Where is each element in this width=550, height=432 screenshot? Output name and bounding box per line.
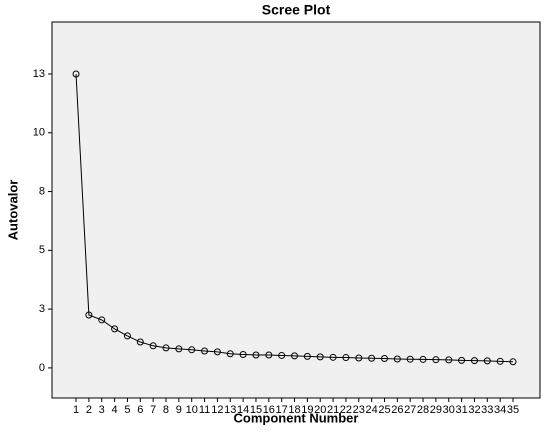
plot-area <box>51 21 541 399</box>
x-tick-label: 18 <box>288 404 300 416</box>
x-tick-label: 29 <box>430 404 442 416</box>
data-point <box>239 350 247 358</box>
x-tick-label: 31 <box>455 404 467 416</box>
x-tick-label: 19 <box>301 404 313 416</box>
x-tick-label: 15 <box>250 404 262 416</box>
data-point <box>393 355 401 363</box>
chart-title: Scree Plot <box>262 2 331 18</box>
data-point <box>265 351 273 359</box>
x-tick-label: 27 <box>404 404 416 416</box>
x-tick-label: 12 <box>211 404 223 416</box>
x-tick-label: 33 <box>481 404 493 416</box>
data-point <box>188 346 196 354</box>
x-axis-title: Component Number <box>234 410 359 425</box>
data-point <box>496 357 504 365</box>
data-point <box>368 354 376 362</box>
data-point <box>111 325 119 333</box>
x-tick-label: 28 <box>417 404 429 416</box>
x-tick-label: 26 <box>391 404 403 416</box>
x-tick-label: 16 <box>263 404 275 416</box>
data-point <box>432 356 440 364</box>
x-tick-label: 24 <box>366 404 378 416</box>
data-point <box>355 354 363 362</box>
x-tick-label: 2 <box>86 404 92 416</box>
data-point <box>136 338 144 346</box>
data-point <box>458 356 466 364</box>
x-tick-label: 7 <box>150 404 156 416</box>
data-point <box>72 70 80 78</box>
x-tick-label: 10 <box>186 404 198 416</box>
data-point <box>303 352 311 360</box>
x-tick-label: 32 <box>468 404 480 416</box>
x-tick-label: 11 <box>199 404 210 416</box>
y-axis-title: Autovalor <box>5 180 20 241</box>
x-tick-label: 3 <box>99 404 105 416</box>
x-tick-label: 6 <box>137 404 143 416</box>
y-tick-label: 0 <box>39 362 45 374</box>
data-point <box>175 345 183 353</box>
data-point <box>252 351 260 359</box>
data-point <box>226 350 234 358</box>
x-tick-label: 34 <box>494 404 506 416</box>
data-point <box>445 356 453 364</box>
data-point <box>213 348 221 356</box>
y-tick-label: 10 <box>33 127 45 139</box>
data-point <box>291 352 299 360</box>
data-point <box>316 353 324 361</box>
x-tick-label: 13 <box>224 404 236 416</box>
data-point <box>342 354 350 362</box>
data-point <box>149 342 157 350</box>
data-point <box>162 344 170 352</box>
data-point <box>329 353 337 361</box>
x-tick-label: 1 <box>73 404 79 416</box>
data-point <box>85 311 93 319</box>
x-tick-label: 21 <box>327 404 339 416</box>
x-tick-label: 8 <box>163 404 169 416</box>
series-line <box>75 73 514 363</box>
x-tick-label: 23 <box>353 404 365 416</box>
data-point <box>483 357 491 365</box>
x-tick-label: 22 <box>340 404 352 416</box>
data-point <box>380 354 388 362</box>
data-point <box>123 332 131 340</box>
y-tick-label: 3 <box>39 303 45 315</box>
x-tick-label: 30 <box>443 404 455 416</box>
x-tick-label: 20 <box>314 404 326 416</box>
data-point <box>278 351 286 359</box>
x-tick-label: 4 <box>112 404 118 416</box>
x-tick-label: 17 <box>276 404 288 416</box>
x-tick-label: 5 <box>124 404 130 416</box>
y-tick-label: 8 <box>39 185 45 197</box>
data-point <box>201 347 209 355</box>
data-point <box>419 355 427 363</box>
data-point <box>406 355 414 363</box>
y-tick-label: 5 <box>39 244 45 256</box>
y-tick-label: 13 <box>33 68 45 80</box>
x-tick-label: 9 <box>176 404 182 416</box>
x-tick-label: 25 <box>378 404 390 416</box>
x-tick-label: 35 <box>507 404 519 416</box>
data-point <box>470 357 478 365</box>
data-point <box>509 358 517 366</box>
data-point <box>98 316 106 324</box>
x-tick-label: 14 <box>237 404 249 416</box>
